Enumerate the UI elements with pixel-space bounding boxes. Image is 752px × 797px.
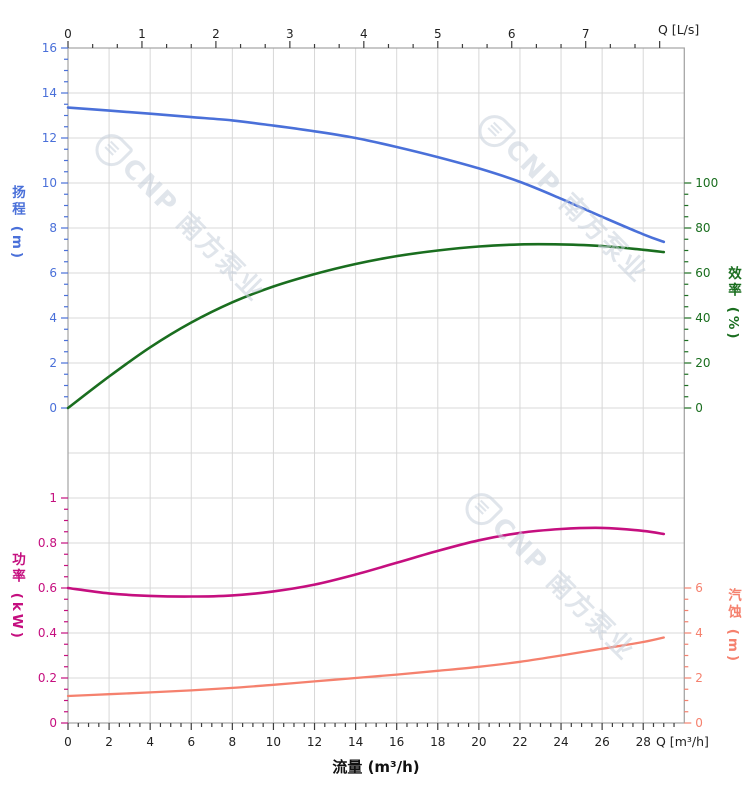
svg-text:6: 6 xyxy=(49,266,57,280)
top-axis-unit-label: Q [L/s] xyxy=(658,22,700,37)
flow-axis-title: 流量 (m³/h) xyxy=(332,758,420,776)
svg-text:40: 40 xyxy=(695,311,710,325)
svg-text:0: 0 xyxy=(695,401,703,415)
svg-text:60: 60 xyxy=(695,266,710,280)
npsh_curve xyxy=(66,636,665,698)
svg-text:8: 8 xyxy=(229,735,237,749)
svg-text:2: 2 xyxy=(105,735,113,749)
svg-text:0.8: 0.8 xyxy=(38,536,57,550)
svg-text:2: 2 xyxy=(49,356,57,370)
svg-text:6: 6 xyxy=(187,735,195,749)
svg-text:22: 22 xyxy=(512,735,527,749)
svg-text:4: 4 xyxy=(695,626,703,640)
svg-text:3: 3 xyxy=(286,27,294,41)
svg-text:14: 14 xyxy=(348,735,363,749)
svg-text:10: 10 xyxy=(266,735,281,749)
svg-text:6: 6 xyxy=(508,27,516,41)
head-axis-title: 扬程 (m) xyxy=(9,185,25,262)
power-axis-title: 功率 (kW) xyxy=(9,552,25,641)
svg-text:18: 18 xyxy=(430,735,445,749)
svg-text:0: 0 xyxy=(49,716,57,730)
svg-text:0.6: 0.6 xyxy=(38,581,57,595)
svg-text:4: 4 xyxy=(360,27,368,41)
svg-text:80: 80 xyxy=(695,221,710,235)
svg-text:4: 4 xyxy=(49,311,57,325)
svg-text:1: 1 xyxy=(49,491,57,505)
tick-labels: 0 1 2 3 4 5 6 70 2 4 6 8 10 12 14 16 18 20 22 24 26 280246810… xyxy=(38,27,718,749)
svg-text:16: 16 xyxy=(42,41,57,55)
efficiency-axis-title: 效率 (%) xyxy=(725,266,741,342)
head_curve xyxy=(66,106,666,244)
svg-text:2: 2 xyxy=(212,27,220,41)
power_curve xyxy=(66,526,666,598)
svg-text:16: 16 xyxy=(389,735,404,749)
svg-text:20: 20 xyxy=(471,735,486,749)
svg-text:2: 2 xyxy=(695,671,703,685)
svg-text:20: 20 xyxy=(695,356,710,370)
svg-text:4: 4 xyxy=(146,735,154,749)
svg-text:6: 6 xyxy=(695,581,703,595)
svg-text:0.2: 0.2 xyxy=(38,671,57,685)
bottom-axis-unit-label: Q [m³/h] xyxy=(656,734,709,749)
svg-text:12: 12 xyxy=(42,131,57,145)
svg-text:26: 26 xyxy=(594,735,609,749)
svg-text:8: 8 xyxy=(49,221,57,235)
svg-text:7: 7 xyxy=(582,27,590,41)
svg-text:0: 0 xyxy=(64,27,72,41)
svg-text:100: 100 xyxy=(695,176,718,190)
svg-text:12: 12 xyxy=(307,735,322,749)
npsh-axis-title: 汽蚀 (m) xyxy=(725,588,741,665)
curves xyxy=(66,106,666,698)
svg-text:24: 24 xyxy=(553,735,568,749)
svg-text:5: 5 xyxy=(434,27,442,41)
svg-text:1: 1 xyxy=(138,27,146,41)
svg-text:10: 10 xyxy=(42,176,57,190)
svg-text:0.4: 0.4 xyxy=(38,626,57,640)
svg-text:0: 0 xyxy=(695,716,703,730)
svg-text:0: 0 xyxy=(64,735,72,749)
gridlines xyxy=(67,47,685,724)
svg-text:28: 28 xyxy=(636,735,651,749)
axis-ticks xyxy=(61,41,692,730)
svg-text:0: 0 xyxy=(49,401,57,415)
svg-text:14: 14 xyxy=(42,86,57,100)
efficiency_curve xyxy=(66,242,666,410)
